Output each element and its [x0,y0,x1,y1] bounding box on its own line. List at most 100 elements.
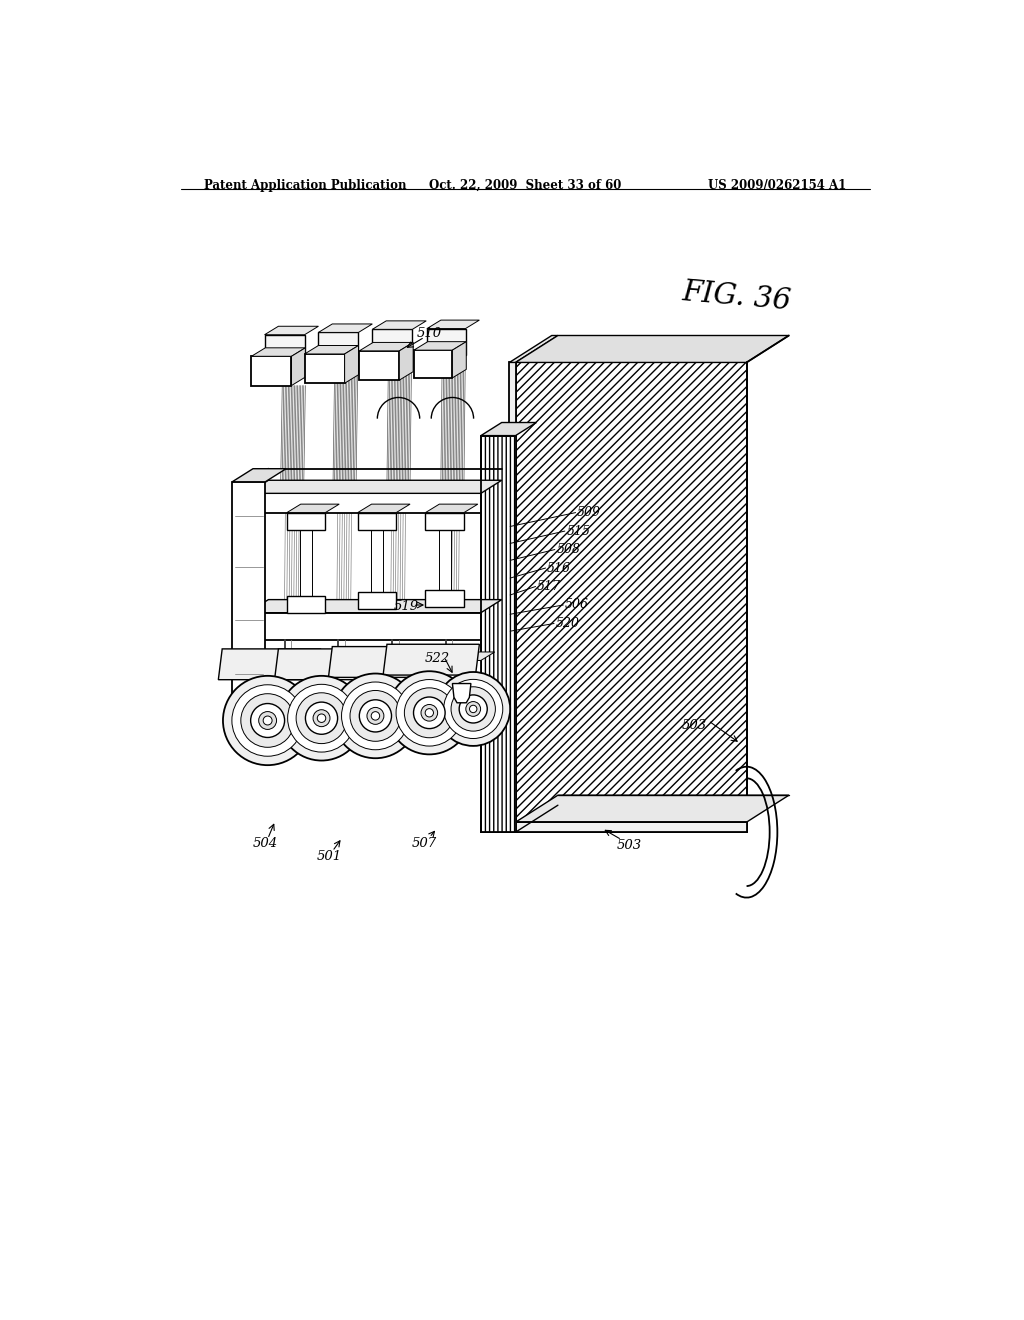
Polygon shape [248,599,502,612]
Polygon shape [515,363,746,832]
Polygon shape [329,647,426,677]
Text: 506: 506 [565,598,589,611]
Polygon shape [264,326,318,335]
Polygon shape [425,590,464,607]
Circle shape [342,682,410,750]
Polygon shape [287,512,326,529]
Circle shape [350,690,400,742]
Circle shape [425,709,433,717]
Text: 503: 503 [682,719,707,733]
Circle shape [436,672,510,746]
Polygon shape [453,684,471,702]
Polygon shape [373,330,413,358]
Circle shape [263,715,272,725]
Circle shape [470,705,477,713]
Polygon shape [427,321,479,329]
Polygon shape [318,333,358,360]
Circle shape [333,673,418,758]
Text: 515: 515 [566,524,591,537]
Circle shape [359,700,391,733]
Polygon shape [481,436,515,832]
Polygon shape [425,504,478,512]
Polygon shape [399,342,413,380]
Circle shape [388,671,471,755]
Circle shape [223,676,312,766]
Polygon shape [357,504,410,512]
Polygon shape [274,649,373,680]
Circle shape [459,694,487,723]
Polygon shape [383,644,479,675]
Polygon shape [481,422,537,436]
Polygon shape [318,323,373,333]
Polygon shape [232,469,286,482]
Text: 508: 508 [556,543,581,556]
Circle shape [288,684,355,752]
Polygon shape [300,512,312,612]
Text: 510: 510 [417,327,442,341]
Polygon shape [357,512,396,529]
Text: 520: 520 [556,616,580,630]
Polygon shape [515,335,788,363]
Polygon shape [287,504,339,512]
Polygon shape [304,346,358,354]
Circle shape [231,685,303,756]
Polygon shape [252,348,305,356]
Circle shape [280,676,364,760]
Polygon shape [371,512,383,609]
Polygon shape [359,342,413,351]
Polygon shape [359,351,399,380]
Circle shape [404,688,455,738]
Circle shape [251,704,285,738]
Text: 522: 522 [425,652,450,665]
Polygon shape [248,612,481,640]
Polygon shape [427,329,466,355]
Circle shape [313,710,330,726]
Circle shape [259,711,276,730]
Polygon shape [414,350,453,378]
Polygon shape [509,335,558,363]
Polygon shape [232,482,265,729]
Polygon shape [438,512,451,607]
Polygon shape [453,342,466,378]
Circle shape [371,711,380,721]
Text: Oct. 22, 2009  Sheet 33 of 60: Oct. 22, 2009 Sheet 33 of 60 [429,180,621,193]
Circle shape [241,694,295,747]
Text: 503: 503 [616,838,642,851]
Text: 516: 516 [547,561,571,574]
Circle shape [421,705,437,721]
Circle shape [414,697,445,729]
Polygon shape [357,591,396,609]
Circle shape [466,701,480,717]
Polygon shape [515,795,788,822]
Text: FIG. 36: FIG. 36 [681,277,793,315]
Polygon shape [414,342,466,350]
Text: US 2009/0262154 A1: US 2009/0262154 A1 [709,180,847,193]
Text: 509: 509 [578,506,601,519]
Polygon shape [248,652,495,660]
Circle shape [305,702,338,734]
Circle shape [367,708,384,725]
Polygon shape [218,649,321,680]
Polygon shape [248,494,481,512]
Text: 519: 519 [393,601,419,612]
Circle shape [317,714,326,722]
Text: 501: 501 [316,850,342,863]
Polygon shape [248,660,481,675]
Circle shape [296,693,347,743]
Text: 517: 517 [538,579,561,593]
Polygon shape [515,822,746,832]
Circle shape [451,686,496,731]
Text: 507: 507 [412,837,437,850]
Polygon shape [248,480,502,494]
Polygon shape [373,321,426,330]
Polygon shape [287,595,326,612]
Text: 504: 504 [253,837,278,850]
Polygon shape [264,335,304,363]
Polygon shape [252,356,292,385]
Polygon shape [425,512,464,529]
Polygon shape [345,346,358,383]
Polygon shape [304,354,345,383]
Polygon shape [292,348,305,385]
Text: Patent Application Publication: Patent Application Publication [204,180,407,193]
Circle shape [443,680,503,738]
